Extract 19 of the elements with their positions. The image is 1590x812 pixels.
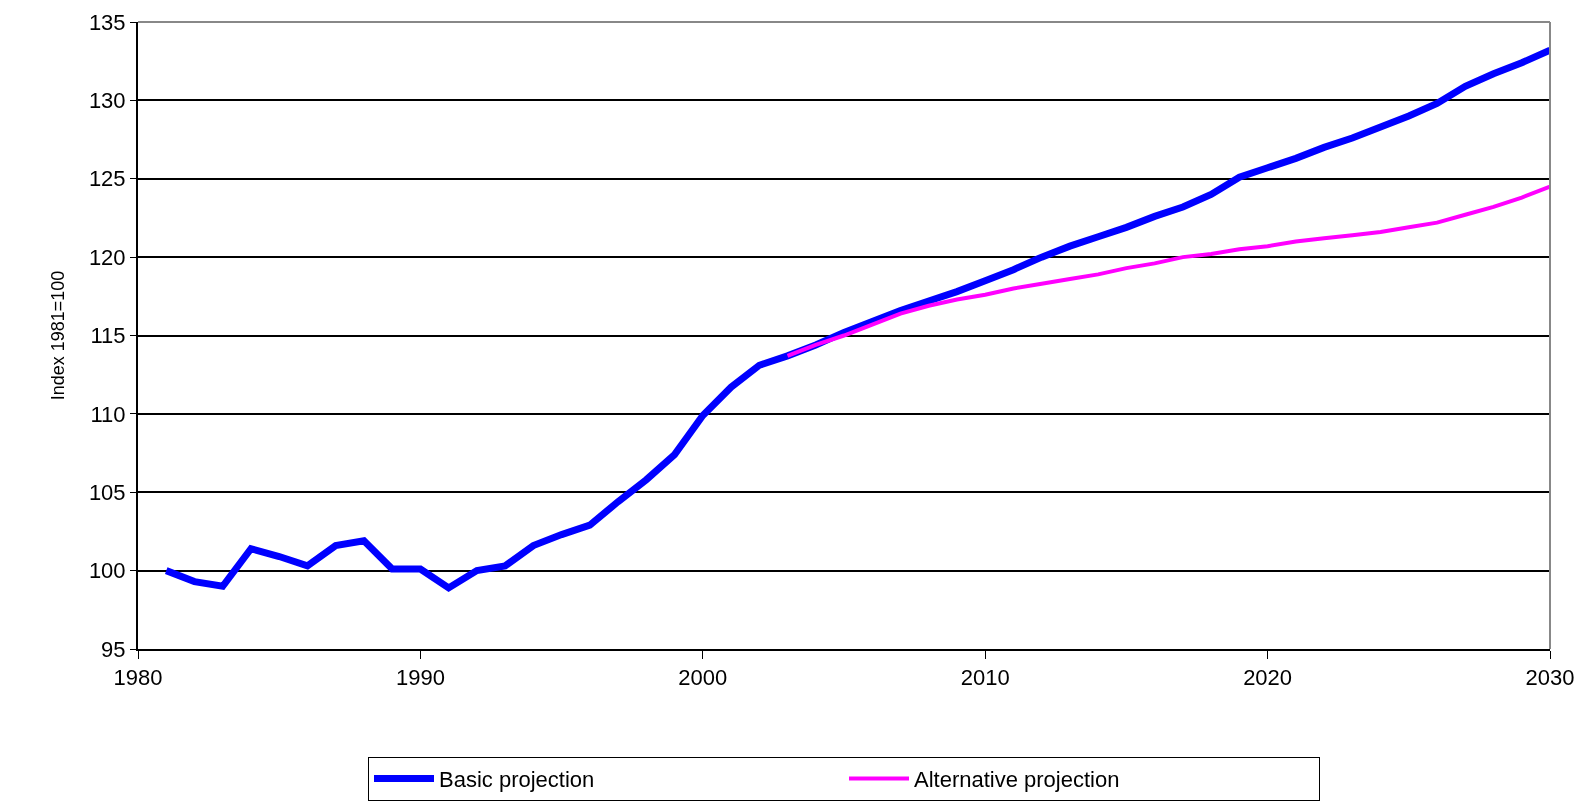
y-axis-title: Index 1981=100 xyxy=(47,270,68,401)
x-tick-label: 1980 xyxy=(113,665,163,691)
y-tick-label: 110 xyxy=(90,401,126,427)
x-tick-label: 2030 xyxy=(1525,665,1575,691)
y-tick-label: 105 xyxy=(88,479,126,505)
y-tick-label: 130 xyxy=(88,88,126,114)
y-tick-label: 100 xyxy=(88,558,126,584)
x-tick-label: 2010 xyxy=(960,665,1010,691)
y-tick-label: 135 xyxy=(88,9,126,35)
y-tick-label: 125 xyxy=(88,166,126,192)
x-tick-label: 2000 xyxy=(678,665,728,691)
y-tick-label: 95 xyxy=(101,636,126,662)
line-series xyxy=(785,184,1550,358)
y-tick-label: 120 xyxy=(88,244,126,270)
x-tick-label: 2020 xyxy=(1243,665,1293,691)
x-tick-label: 1990 xyxy=(395,665,445,691)
legend-label: Basic projection xyxy=(439,767,595,793)
legend-label: Alternative projection xyxy=(914,767,1120,793)
y-tick-label: 115 xyxy=(90,323,126,349)
